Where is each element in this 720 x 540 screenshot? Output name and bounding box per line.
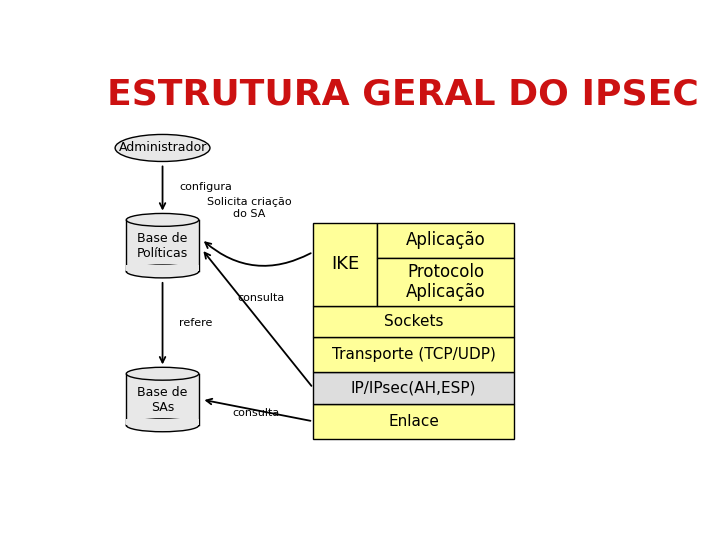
Text: IKE: IKE bbox=[331, 255, 359, 273]
Text: Administrador: Administrador bbox=[118, 141, 207, 154]
Ellipse shape bbox=[126, 419, 199, 432]
Bar bbox=[377, 223, 514, 258]
Bar bbox=[313, 306, 514, 337]
Bar bbox=[313, 373, 514, 404]
Text: ESTRUTURA GERAL DO IPSEC: ESTRUTURA GERAL DO IPSEC bbox=[107, 77, 698, 111]
Text: Base de
Políticas: Base de Políticas bbox=[137, 232, 188, 260]
Bar bbox=[313, 404, 514, 439]
Text: refere: refere bbox=[179, 318, 212, 328]
Ellipse shape bbox=[126, 265, 199, 278]
Bar bbox=[126, 220, 199, 272]
Text: Transporte (TCP/UDP): Transporte (TCP/UDP) bbox=[332, 347, 495, 362]
Text: consulta: consulta bbox=[238, 293, 285, 302]
Text: configura: configura bbox=[179, 183, 232, 192]
Text: Aplicação: Aplicação bbox=[406, 232, 485, 249]
Ellipse shape bbox=[126, 213, 199, 226]
Ellipse shape bbox=[115, 134, 210, 161]
Bar bbox=[126, 419, 199, 426]
Ellipse shape bbox=[126, 367, 199, 380]
Bar bbox=[126, 374, 199, 426]
Text: Base de
SAs: Base de SAs bbox=[138, 386, 188, 414]
Bar bbox=[313, 337, 514, 373]
Text: IP/IPsec(AH,ESP): IP/IPsec(AH,ESP) bbox=[351, 381, 477, 396]
Text: consulta: consulta bbox=[233, 408, 279, 418]
Bar bbox=[126, 265, 199, 272]
Bar bbox=[377, 258, 514, 306]
Bar bbox=[313, 223, 377, 306]
Text: Protocolo
Aplicação: Protocolo Aplicação bbox=[406, 262, 485, 301]
Text: Enlace: Enlace bbox=[388, 414, 439, 429]
Text: Solicita criação
do SA: Solicita criação do SA bbox=[207, 198, 292, 219]
Text: Sockets: Sockets bbox=[384, 314, 444, 329]
